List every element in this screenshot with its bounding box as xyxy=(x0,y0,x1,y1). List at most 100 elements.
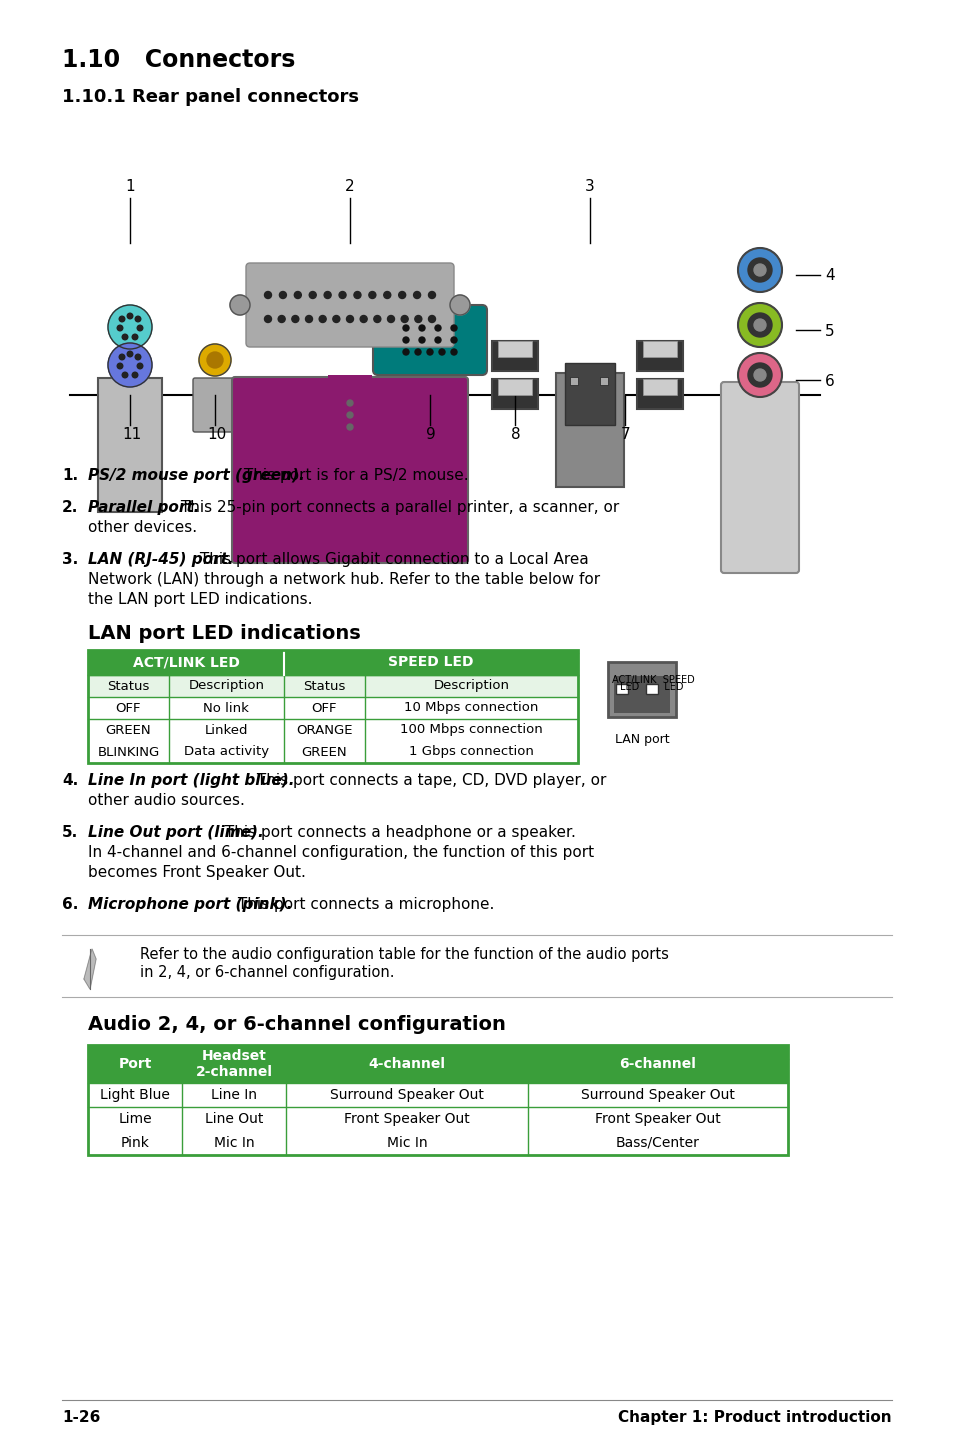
Circle shape xyxy=(414,292,420,299)
Bar xyxy=(284,650,578,674)
Text: ACT/LINK LED: ACT/LINK LED xyxy=(132,656,239,670)
Circle shape xyxy=(438,349,444,355)
Circle shape xyxy=(122,372,128,378)
Circle shape xyxy=(294,292,301,299)
Circle shape xyxy=(135,316,141,322)
Bar xyxy=(607,661,676,716)
Circle shape xyxy=(450,295,470,315)
Text: LED        LED: LED LED xyxy=(619,683,682,693)
FancyBboxPatch shape xyxy=(642,341,677,357)
Circle shape xyxy=(354,292,360,299)
Circle shape xyxy=(132,372,137,378)
Circle shape xyxy=(279,292,286,299)
FancyBboxPatch shape xyxy=(246,263,454,347)
Text: Pink: Pink xyxy=(121,1136,150,1150)
Text: in 2, 4, or 6-channel configuration.: in 2, 4, or 6-channel configuration. xyxy=(140,965,395,981)
Text: 3: 3 xyxy=(584,178,594,194)
Bar xyxy=(364,697,578,719)
Text: 100 Mbps connection: 100 Mbps connection xyxy=(399,723,542,736)
Text: 4: 4 xyxy=(824,269,834,283)
Bar xyxy=(284,674,364,697)
Bar xyxy=(88,1045,182,1083)
Circle shape xyxy=(738,303,781,347)
Circle shape xyxy=(428,292,435,299)
Bar xyxy=(88,674,169,697)
Text: Line Out port (lime).: Line Out port (lime). xyxy=(88,825,263,840)
Circle shape xyxy=(435,336,440,344)
Bar xyxy=(645,683,658,693)
Bar xyxy=(286,1045,527,1083)
Circle shape xyxy=(401,315,408,322)
Text: Parallel port.: Parallel port. xyxy=(88,500,199,515)
FancyBboxPatch shape xyxy=(373,305,486,375)
Circle shape xyxy=(292,315,298,322)
Text: ORANGE: ORANGE xyxy=(295,723,353,736)
Text: 1.: 1. xyxy=(62,467,78,483)
Text: 8: 8 xyxy=(511,427,520,441)
Bar xyxy=(182,1132,286,1155)
Text: No link: No link xyxy=(203,702,249,715)
Circle shape xyxy=(418,336,424,344)
Bar xyxy=(182,1083,286,1107)
Circle shape xyxy=(374,315,380,322)
Bar xyxy=(364,674,578,697)
Bar xyxy=(284,741,364,764)
Text: Surround Speaker Out: Surround Speaker Out xyxy=(330,1089,483,1102)
Text: Chapter 1: Product introduction: Chapter 1: Product introduction xyxy=(618,1411,891,1425)
Circle shape xyxy=(137,364,143,368)
Circle shape xyxy=(135,354,141,360)
Text: Mic In: Mic In xyxy=(386,1136,427,1150)
Text: 1.10.1 Rear panel connectors: 1.10.1 Rear panel connectors xyxy=(62,88,358,106)
Text: SPEED LED: SPEED LED xyxy=(388,656,474,670)
FancyBboxPatch shape xyxy=(98,378,162,512)
Circle shape xyxy=(346,315,354,322)
Text: Front Speaker Out: Front Speaker Out xyxy=(595,1112,720,1126)
Text: 6: 6 xyxy=(824,374,834,388)
Circle shape xyxy=(747,362,771,387)
Bar xyxy=(286,1107,527,1132)
Circle shape xyxy=(451,325,456,331)
Bar xyxy=(88,650,284,674)
Text: becomes Front Speaker Out.: becomes Front Speaker Out. xyxy=(88,866,306,880)
Text: 9: 9 xyxy=(426,427,436,441)
FancyBboxPatch shape xyxy=(642,380,677,395)
Text: This port is for a PS/2 mouse.: This port is for a PS/2 mouse. xyxy=(239,467,468,483)
Circle shape xyxy=(132,334,137,339)
Circle shape xyxy=(360,315,367,322)
Circle shape xyxy=(387,315,395,322)
Bar xyxy=(284,719,364,741)
Circle shape xyxy=(230,295,250,315)
Text: Headset
2-channel: Headset 2-channel xyxy=(195,1048,273,1078)
Circle shape xyxy=(347,400,353,406)
Text: Microphone port (pink).: Microphone port (pink). xyxy=(88,897,292,912)
Bar xyxy=(88,1083,182,1107)
Circle shape xyxy=(333,315,339,322)
Text: This port connects a headphone or a speaker.: This port connects a headphone or a spea… xyxy=(220,825,576,840)
Text: 1 Gbps connection: 1 Gbps connection xyxy=(409,745,534,758)
FancyBboxPatch shape xyxy=(637,341,682,371)
Text: 5: 5 xyxy=(824,324,834,338)
Bar xyxy=(284,697,364,719)
Bar xyxy=(527,1132,787,1155)
Text: Status: Status xyxy=(303,680,345,693)
Circle shape xyxy=(338,292,346,299)
Circle shape xyxy=(451,349,456,355)
Bar xyxy=(286,1132,527,1155)
Circle shape xyxy=(108,344,152,387)
Circle shape xyxy=(753,319,765,331)
Bar xyxy=(616,683,627,693)
Text: 4.: 4. xyxy=(62,774,78,788)
Text: the LAN port LED indications.: the LAN port LED indications. xyxy=(88,592,313,607)
Text: Lime: Lime xyxy=(118,1112,152,1126)
Bar xyxy=(182,1045,286,1083)
Bar xyxy=(88,1132,182,1155)
Bar xyxy=(169,697,284,719)
Text: BLINKING: BLINKING xyxy=(97,745,159,758)
Text: LAN port LED indications: LAN port LED indications xyxy=(88,624,360,643)
Text: GREEN: GREEN xyxy=(106,723,152,736)
Circle shape xyxy=(117,364,123,368)
Text: PS/2 mouse port (green).: PS/2 mouse port (green). xyxy=(88,467,304,483)
Circle shape xyxy=(199,344,231,375)
Text: 10 Mbps connection: 10 Mbps connection xyxy=(404,702,538,715)
Text: 5.: 5. xyxy=(62,825,78,840)
